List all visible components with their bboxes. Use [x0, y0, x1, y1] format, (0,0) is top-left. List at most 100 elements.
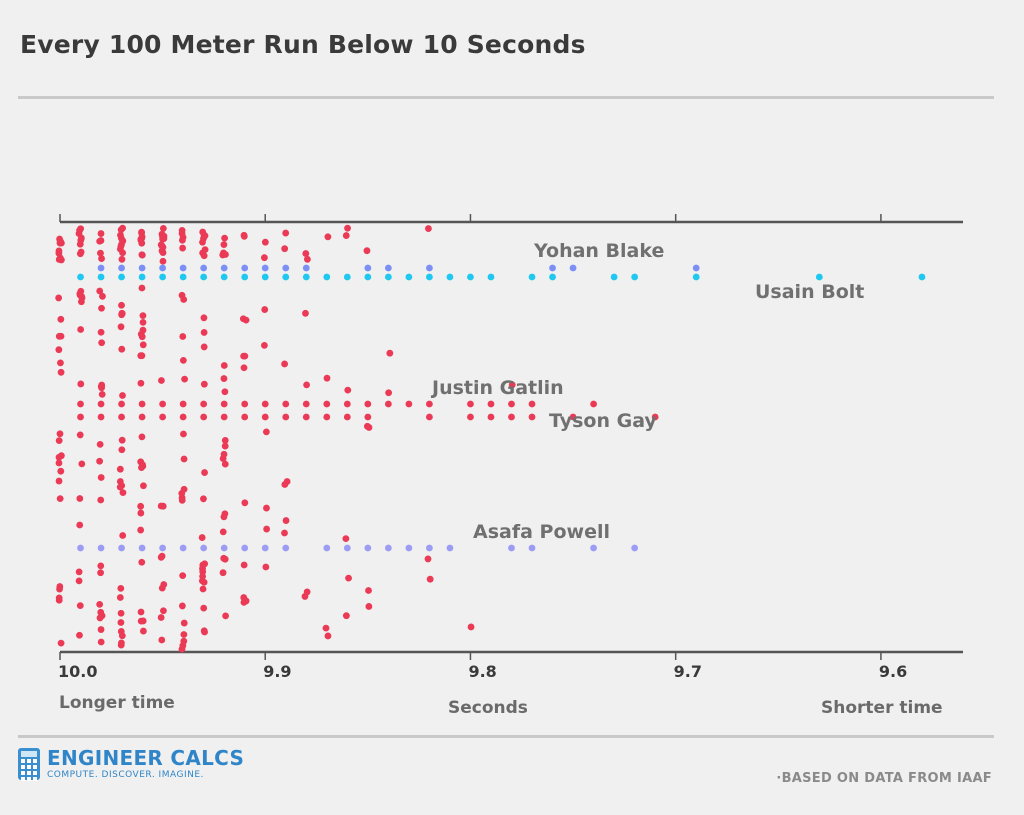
asafa_powell-point: [179, 544, 187, 552]
others-point: [263, 504, 270, 512]
others-point: [78, 293, 86, 300]
asafa_powell-point: [364, 544, 372, 552]
yohan_blake-point: [692, 264, 700, 272]
others-point: [78, 298, 85, 306]
others-point: [281, 360, 288, 368]
others-point: [55, 477, 63, 485]
tyson-gay-label: Tyson Gay: [549, 410, 657, 432]
others-point: [137, 608, 145, 616]
others-point: [240, 364, 248, 372]
others-point: [180, 631, 188, 638]
asafa_powell-point: [77, 544, 84, 552]
usain_bolt-point: [302, 273, 310, 281]
others-point: [221, 388, 229, 396]
others-point: [178, 226, 186, 234]
asafa_powell-point: [138, 544, 146, 552]
usain_bolt-point: [487, 273, 495, 281]
justin_gatlin-point: [97, 400, 105, 408]
others-point: [262, 563, 270, 571]
others-point: [344, 224, 351, 232]
tyson_gay-point: [220, 413, 228, 421]
others-point: [303, 255, 311, 263]
others-point: [117, 584, 125, 592]
longer-time-label: Longer time: [59, 693, 175, 713]
others-point: [221, 442, 229, 450]
others-point: [160, 607, 167, 615]
asafa_powell-point: [97, 544, 105, 552]
others-point: [99, 292, 106, 300]
tyson_gay-point: [508, 413, 515, 421]
others-point: [201, 469, 208, 476]
others-point: [365, 424, 373, 431]
others-point: [221, 234, 229, 242]
justin_gatlin-point: [200, 400, 208, 408]
others-point: [200, 495, 207, 503]
others-point: [118, 301, 125, 309]
justin_gatlin-point: [384, 400, 392, 408]
others-point: [222, 612, 229, 620]
others-point: [97, 328, 105, 336]
others-point: [365, 603, 373, 610]
others-point: [159, 225, 167, 232]
others-point: [220, 513, 228, 521]
others-point: [56, 430, 64, 438]
asafa_powell-point: [118, 544, 125, 552]
others-point: [138, 229, 145, 237]
others-point: [116, 245, 124, 253]
tyson_gay-point: [159, 413, 167, 421]
others-point: [200, 343, 208, 351]
others-point: [118, 311, 126, 319]
others-point: [201, 232, 209, 240]
usain_bolt-point: [610, 273, 618, 281]
others-point: [139, 326, 147, 334]
others-point: [240, 352, 248, 360]
others-point: [119, 224, 126, 232]
others-point: [262, 428, 270, 436]
calculator-icon: [18, 748, 40, 781]
usain_bolt-point: [528, 273, 536, 281]
usain_bolt-point: [220, 273, 228, 281]
others-point: [118, 446, 126, 454]
tyson_gay-point: [302, 413, 310, 421]
justin_gatlin-point: [282, 400, 290, 408]
brand-name: ENGINEER CALCS: [47, 746, 245, 770]
others-point: [98, 339, 106, 347]
usain_bolt-point: [631, 273, 639, 281]
others-point: [425, 225, 432, 232]
others-point: [76, 240, 84, 248]
others-point: [157, 614, 165, 621]
others-point: [200, 252, 208, 260]
others-point: [139, 617, 147, 625]
x-tick-label: 9.9: [263, 662, 291, 681]
tyson_gay-point: [343, 413, 351, 421]
others-point: [324, 632, 332, 640]
others-point: [137, 379, 145, 387]
others-point: [158, 584, 166, 592]
others-point: [138, 333, 146, 341]
others-point: [97, 608, 105, 616]
usain_bolt-point: [815, 273, 823, 281]
others-point: [57, 359, 64, 367]
tyson_gay-point: [200, 413, 208, 421]
others-point: [77, 380, 85, 388]
brand-tagline: COMPUTE. DISCOVER. IMAGINE.: [47, 770, 204, 780]
others-point: [55, 346, 63, 354]
others-point: [200, 604, 208, 612]
bottom-divider: [18, 735, 994, 738]
others-point: [158, 247, 166, 255]
others-point: [219, 528, 227, 536]
others-point: [56, 583, 64, 590]
others-point: [200, 627, 208, 635]
others-point: [283, 478, 291, 485]
justin_gatlin-point: [590, 400, 597, 408]
others-point: [139, 461, 146, 469]
others-point: [138, 433, 146, 441]
yohan_blake-point: [364, 264, 372, 272]
others-point: [76, 631, 83, 639]
others-point: [118, 345, 126, 353]
others-point: [322, 624, 330, 632]
yohan_blake-point: [261, 264, 269, 272]
others-point: [260, 341, 268, 349]
others-point: [385, 389, 393, 397]
yohan_blake-point: [302, 264, 310, 272]
